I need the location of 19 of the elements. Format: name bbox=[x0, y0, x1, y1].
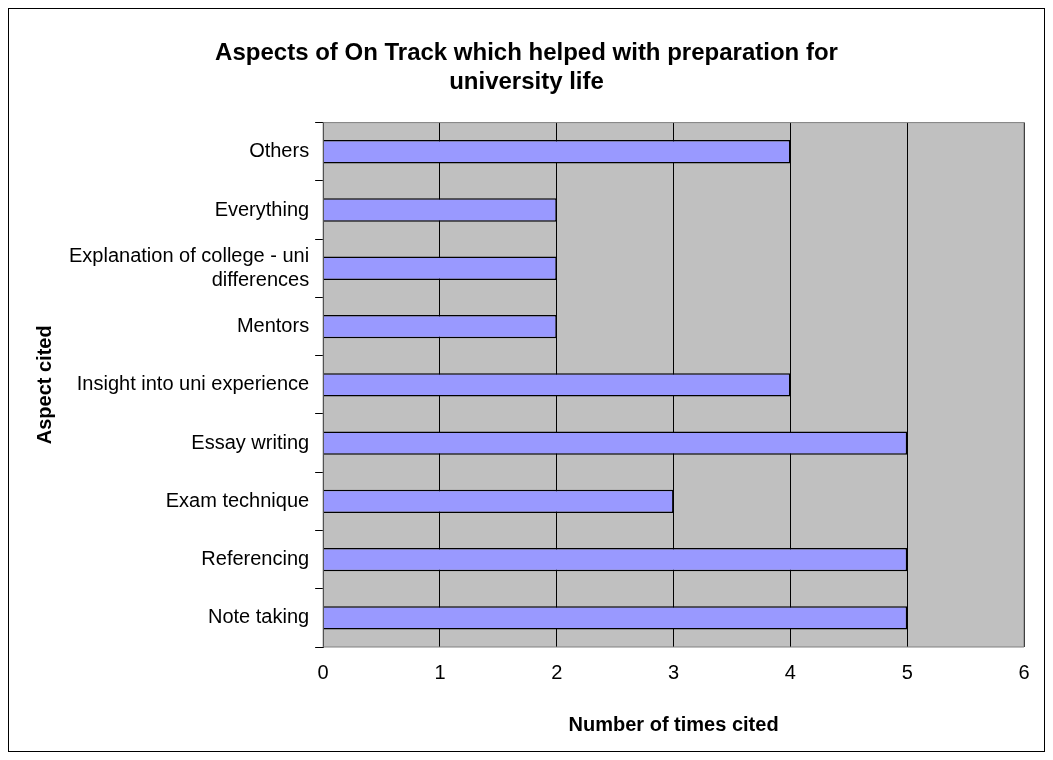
x-tick-label: 4 bbox=[784, 660, 796, 683]
y-tick-label: Exam technique bbox=[165, 488, 310, 511]
x-tick-label: 5 bbox=[901, 660, 913, 683]
x-tick-label: 3 bbox=[668, 660, 680, 683]
y-axis-title: Aspect cited bbox=[32, 325, 55, 445]
x-axis-title: Number of times cited bbox=[568, 712, 779, 735]
y-tick-label: Explanation of college - uni differences bbox=[69, 243, 310, 290]
y-tick-label: Note taking bbox=[207, 605, 310, 628]
y-tick-label: Referencing bbox=[201, 547, 310, 570]
x-tick-label: 2 bbox=[551, 660, 563, 683]
y-tick-label: Essay writing bbox=[191, 430, 310, 453]
y-tick-label: Insight into uni experience bbox=[76, 372, 310, 395]
x-tick-label: 1 bbox=[434, 660, 446, 683]
x-tick-label: 6 bbox=[1018, 660, 1030, 683]
x-tick-label: 0 bbox=[317, 660, 329, 683]
chart-title: Aspects of On Track which helped with preparation for university life bbox=[215, 38, 838, 94]
y-tick-label: Mentors bbox=[236, 314, 310, 337]
y-tick-label: Others bbox=[249, 139, 310, 162]
y-tick-label: Everything bbox=[214, 197, 310, 220]
